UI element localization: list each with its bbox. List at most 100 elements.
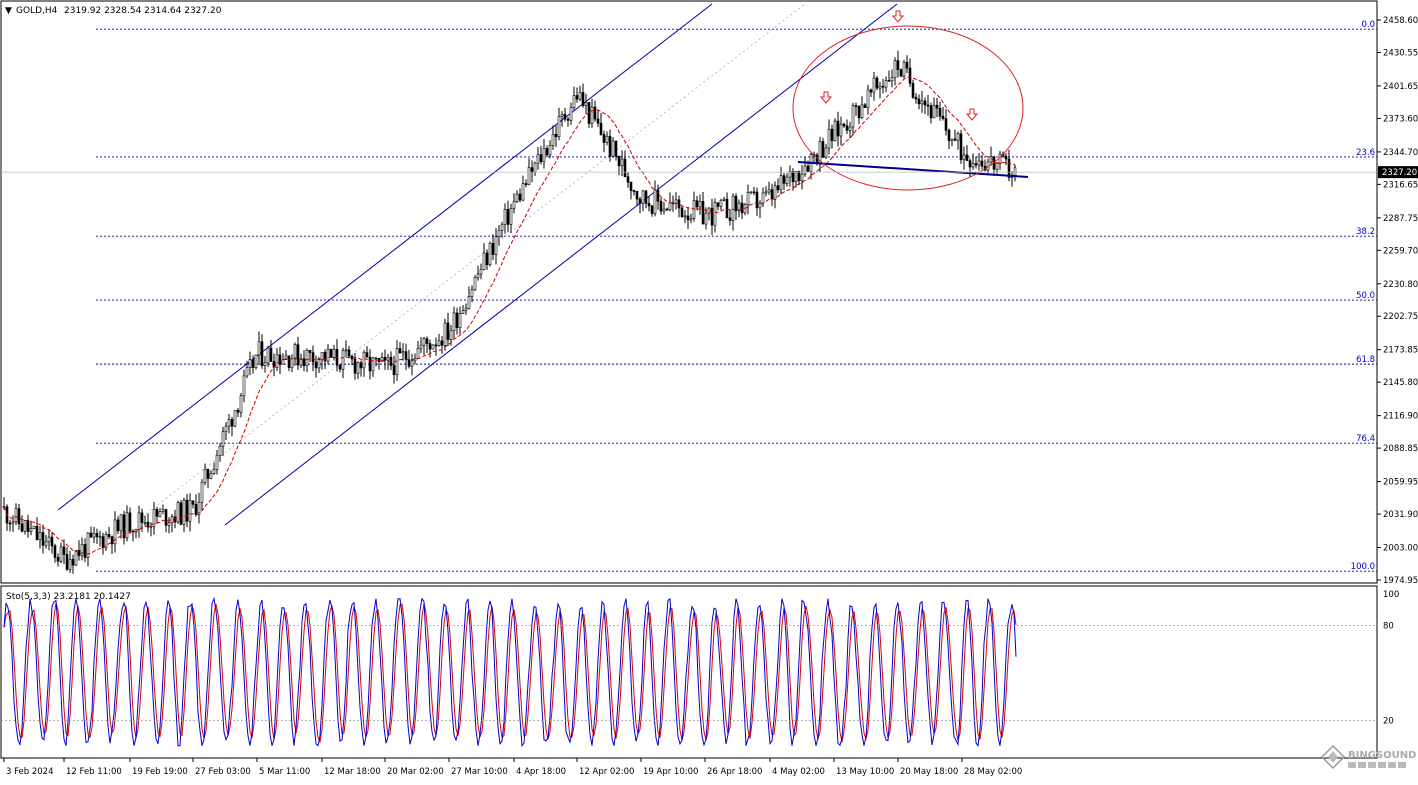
candle-body xyxy=(842,123,846,127)
head-shoulders-annotation[interactable] xyxy=(792,10,1029,191)
candle-body xyxy=(203,469,207,483)
candle-body xyxy=(80,544,84,556)
candle-body xyxy=(686,215,690,221)
candle-body xyxy=(623,158,627,177)
candle-body xyxy=(557,116,561,138)
candle-body xyxy=(866,89,870,108)
candle-body xyxy=(434,344,438,347)
stochastic-axis: 100 80 20 xyxy=(1,590,1399,726)
time-axis[interactable]: 3 Feb 2024 12 Feb 11:00 19 Feb 19:00 27 Feb… xyxy=(3,758,1022,777)
candle-body xyxy=(35,525,39,540)
candle-body xyxy=(974,163,978,166)
candle-body xyxy=(854,105,858,107)
time-label: 12 Mar 18:00 xyxy=(324,767,381,777)
candle-body xyxy=(29,528,33,532)
candle-body xyxy=(920,100,924,105)
candle-body xyxy=(833,120,837,141)
candle-body xyxy=(320,352,324,361)
candle-body xyxy=(167,522,171,526)
price-label: 2316.65 xyxy=(1383,180,1418,190)
candle-body xyxy=(758,202,762,209)
candle-body xyxy=(800,173,804,182)
candle-body xyxy=(74,550,78,566)
candle-body xyxy=(323,352,327,362)
candle-body xyxy=(923,100,927,106)
menu-arrow-icon[interactable]: ▼ xyxy=(5,6,12,16)
candle-body xyxy=(602,134,606,143)
time-label: 20 Mar 02:00 xyxy=(387,767,444,777)
candle-body xyxy=(752,191,756,194)
candle-body xyxy=(713,202,717,226)
time-label: 5 Mar 11:00 xyxy=(259,767,310,777)
symbol-label: GOLD,H4 xyxy=(16,6,58,16)
candle-body xyxy=(563,113,567,120)
candle-body xyxy=(53,545,57,558)
candle-body xyxy=(182,499,186,525)
time-label: 13 May 10:00 xyxy=(836,767,894,777)
candle-body xyxy=(122,514,126,539)
candle-body xyxy=(269,347,273,362)
candle-body xyxy=(374,357,378,360)
candle-body xyxy=(71,559,75,566)
candle-body xyxy=(473,276,477,291)
price-label: 2373.60 xyxy=(1383,114,1418,124)
candle-body xyxy=(395,348,399,376)
price-label: 2287.75 xyxy=(1383,214,1418,224)
candle-body xyxy=(275,354,279,368)
candle-body xyxy=(599,122,603,135)
candle-body xyxy=(665,208,669,211)
candle-body xyxy=(1007,158,1011,178)
time-label: 4 May 02:00 xyxy=(772,767,825,777)
candle-body xyxy=(794,171,798,182)
candle-body xyxy=(47,536,51,543)
candle-body xyxy=(50,536,54,547)
stoch-level-label: 100 xyxy=(1383,590,1399,600)
pattern-ellipse xyxy=(792,25,1024,191)
candle-body xyxy=(980,160,984,167)
trend-channel[interactable] xyxy=(57,3,898,526)
candle-body xyxy=(11,521,15,524)
candle-body xyxy=(902,61,906,77)
candle-body xyxy=(17,508,21,525)
candle-body xyxy=(440,340,444,346)
candle-body xyxy=(314,361,318,369)
candle-body xyxy=(380,357,384,363)
candle-body xyxy=(575,95,579,100)
candle-body xyxy=(977,160,981,166)
candle-body xyxy=(938,107,942,117)
candle-body xyxy=(131,530,135,533)
candle-body xyxy=(1013,167,1017,176)
candle-body xyxy=(971,163,975,168)
fibonacci-retracement[interactable]: 0.0 23.6 38.2 50.0 61.8 76.4 100.0 xyxy=(96,20,1377,572)
candle-body xyxy=(419,344,423,349)
candle-body xyxy=(818,141,822,163)
candle-body xyxy=(227,419,231,427)
candle-body xyxy=(827,128,831,149)
stoch-level-label: 20 xyxy=(1383,716,1394,726)
candle-body xyxy=(863,104,867,108)
candle-body xyxy=(740,202,744,214)
price-axis[interactable]: 2458.60 2430.55 2401.65 2373.60 2344.70 2316.… xyxy=(1377,16,1418,586)
candle-body xyxy=(59,546,63,562)
candle-body xyxy=(284,355,288,360)
candle-body xyxy=(890,77,894,82)
candle-body xyxy=(824,147,828,158)
candle-body xyxy=(908,67,912,84)
candle-body xyxy=(719,199,723,207)
candle-body xyxy=(329,348,333,358)
candle-body xyxy=(299,358,303,366)
candle-body xyxy=(521,183,525,201)
price-label: 2173.85 xyxy=(1383,346,1418,356)
candle-body xyxy=(497,230,501,238)
candle-body xyxy=(551,133,555,146)
candle-body xyxy=(107,534,111,537)
candle-body xyxy=(461,310,465,314)
candle-body xyxy=(179,502,183,525)
candle-body xyxy=(647,203,651,207)
candle-body xyxy=(311,352,315,363)
price-label: 2031.90 xyxy=(1383,510,1418,520)
candle-body xyxy=(404,351,408,360)
candle-body xyxy=(14,508,18,523)
